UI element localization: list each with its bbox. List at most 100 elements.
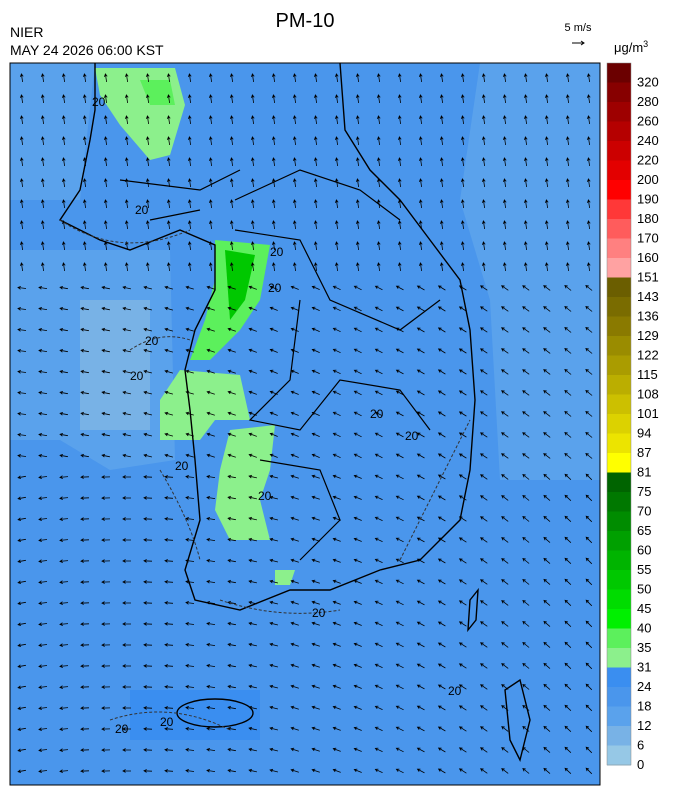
wind-arrow [269, 516, 278, 521]
wind-arrow [101, 327, 110, 332]
wind-arrow [290, 327, 299, 332]
wind-arrow [164, 580, 174, 584]
wind-arrow [125, 115, 129, 125]
wind-arrow [311, 495, 320, 500]
wind-arrow [501, 663, 509, 669]
wind-arrow [59, 727, 69, 731]
wind-arrow [482, 220, 486, 230]
wind-arrow [41, 241, 45, 251]
wind-arrow [227, 579, 236, 584]
wind-arrow [101, 580, 111, 584]
wind-arrow [206, 285, 215, 290]
wind-arrow [59, 517, 69, 521]
wind-arrow [38, 307, 48, 311]
wind-arrow [585, 683, 593, 691]
wind-arrow [227, 432, 236, 437]
wind-arrow [104, 94, 108, 104]
wind-arrow [125, 136, 129, 146]
wind-arrow [437, 768, 446, 774]
wind-arrow [125, 157, 129, 167]
wind-arrow [353, 621, 362, 626]
wind-arrow [437, 453, 446, 459]
wind-arrow [101, 601, 111, 605]
wind-arrow [209, 199, 213, 209]
wind-arrow [356, 157, 360, 167]
wind-arrow [143, 496, 153, 500]
wind-arrow [332, 495, 341, 500]
wind-arrow [122, 348, 131, 353]
contours [59, 219, 471, 731]
wind-arrow [398, 136, 402, 146]
wind-arrow [122, 432, 131, 437]
wind-arrow [143, 432, 152, 437]
wind-arrow [125, 199, 129, 209]
wind-arrow [59, 286, 68, 290]
wind-arrow [122, 622, 131, 626]
wind-arrow [122, 706, 131, 710]
wind-arrow [353, 327, 362, 333]
wind-arrow [503, 73, 507, 83]
wind-arrow [353, 705, 362, 710]
wind-arrow [564, 725, 572, 732]
wind-arrow [164, 727, 174, 731]
wind-arrow [188, 157, 192, 167]
wind-arrow [62, 262, 66, 272]
wind-arrow [269, 621, 278, 626]
wind-arrow [206, 748, 216, 752]
wind-arrow [59, 475, 69, 479]
pm-patch [225, 250, 255, 320]
wind-arrow [185, 496, 195, 500]
wind-arrow [587, 94, 591, 104]
wind-arrow [17, 517, 26, 521]
wind-arrow [522, 767, 530, 774]
wind-arrow [101, 369, 110, 374]
wind-arrow [290, 306, 299, 311]
colorbar-label: 55 [637, 562, 651, 577]
wind-arrow [543, 327, 551, 333]
wind-arrow [395, 285, 404, 291]
wind-arrow [80, 580, 90, 584]
wind-arrow [353, 600, 362, 605]
wind-arrow [83, 262, 87, 272]
wind-arrow [374, 348, 383, 354]
wind-arrow [248, 474, 257, 479]
colorbar-segment [607, 531, 631, 551]
wind-arrow [248, 369, 257, 374]
wind-arrow [38, 622, 48, 626]
wind-arrow [374, 369, 383, 375]
wind-arrow [419, 115, 423, 125]
wind-arrow [314, 94, 318, 104]
wind-arrow [17, 307, 27, 311]
wind-arrow [480, 768, 488, 774]
wind-arrow [272, 220, 276, 230]
wind-arrow [20, 157, 24, 167]
colorbar-segment [607, 726, 631, 746]
wind-arrow [458, 411, 467, 417]
wind-arrow [545, 199, 549, 209]
wind-arrow [564, 389, 572, 396]
wind-arrow [419, 157, 423, 167]
wind-arrow [104, 220, 108, 230]
wind-arrow [209, 157, 213, 167]
wind-arrow [227, 369, 236, 374]
wind-arrow [524, 178, 528, 188]
wind-arrow [164, 411, 174, 416]
wind-arrow [335, 199, 339, 209]
wind-arrow [101, 769, 111, 773]
wind-arrow [167, 94, 171, 104]
wind-arrow [38, 328, 48, 332]
colorbar-segment [607, 687, 631, 707]
wind-arrow [62, 136, 66, 146]
wind-arrow [524, 220, 528, 230]
wind-arrow [38, 517, 48, 521]
wind-arrow [80, 496, 90, 500]
wind-arrow [332, 768, 341, 773]
wind-arrow [458, 474, 467, 480]
wind-arrow [356, 220, 360, 230]
wind-arrow [38, 580, 48, 584]
contour-label: 20 [135, 203, 149, 217]
wind-arrow [227, 600, 236, 605]
wind-arrow [290, 411, 299, 416]
wind-arrow [227, 411, 236, 416]
wind-arrow [480, 600, 488, 606]
